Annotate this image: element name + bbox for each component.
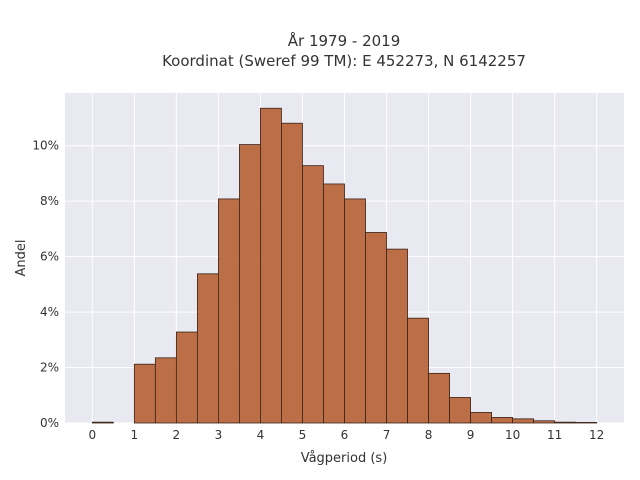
histogram-bar: [133, 363, 156, 424]
histogram-bar: [344, 198, 366, 424]
x-tick-label: 1: [131, 428, 139, 442]
histogram-bar: [260, 107, 282, 424]
y-tick-label: 10%: [32, 139, 59, 153]
histogram-bar: [196, 273, 219, 424]
x-tick-label: 7: [383, 428, 391, 442]
y-tick-label: 8%: [40, 194, 59, 208]
x-tick-label: 6: [341, 428, 349, 442]
x-tick-label: 11: [547, 428, 562, 442]
y-tick-label: 4%: [40, 305, 59, 319]
histogram-bar: [91, 421, 114, 424]
histogram-bar: [533, 420, 556, 424]
histogram-bar: [491, 417, 514, 424]
y-axis-label: Andel: [14, 240, 29, 277]
histogram-bar: [575, 422, 598, 424]
x-tick-label: 9: [467, 428, 475, 442]
histogram-bar: [302, 165, 324, 424]
histogram-bar: [323, 183, 345, 424]
x-tick-label: 12: [589, 428, 604, 442]
bars: [91, 107, 598, 424]
x-tick-label: 2: [173, 428, 181, 442]
x-tick-label: 10: [505, 428, 520, 442]
x-tick-label: 8: [425, 428, 433, 442]
histogram-bar: [512, 418, 535, 424]
histogram-bar: [386, 248, 408, 424]
histogram-bar: [470, 412, 493, 424]
y-tick-label: 2%: [40, 361, 59, 375]
histogram-bar: [154, 357, 177, 424]
histogram-bar: [175, 331, 198, 424]
histogram-bar: [239, 144, 261, 424]
y-tick-label: 0%: [40, 416, 59, 430]
x-axis-ticks: 0 1 2 3 4 5 6 7 8 9 10 11 12: [88, 428, 604, 442]
histogram-bar: [407, 317, 429, 424]
y-tick-label: 6%: [40, 250, 59, 264]
histogram-bar: [554, 421, 577, 424]
x-tick-label: 5: [299, 428, 307, 442]
histogram-bar: [365, 232, 387, 424]
x-tick-label: 0: [88, 428, 96, 442]
histogram-bar: [428, 372, 450, 424]
x-axis-label: Vågperiod (s): [301, 451, 388, 466]
chart-title: År 1979 - 2019: [288, 31, 401, 50]
y-axis-ticks: 0% 2% 4% 6% 8% 10%: [32, 139, 59, 430]
x-tick-label: 4: [257, 428, 265, 442]
histogram-bar: [281, 122, 303, 424]
histogram-bar: [449, 397, 471, 424]
x-tick-label: 3: [215, 428, 223, 442]
histogram-bar: [218, 198, 240, 424]
chart-subtitle: Koordinat (Sweref 99 TM): E 452273, N 61…: [162, 52, 526, 70]
